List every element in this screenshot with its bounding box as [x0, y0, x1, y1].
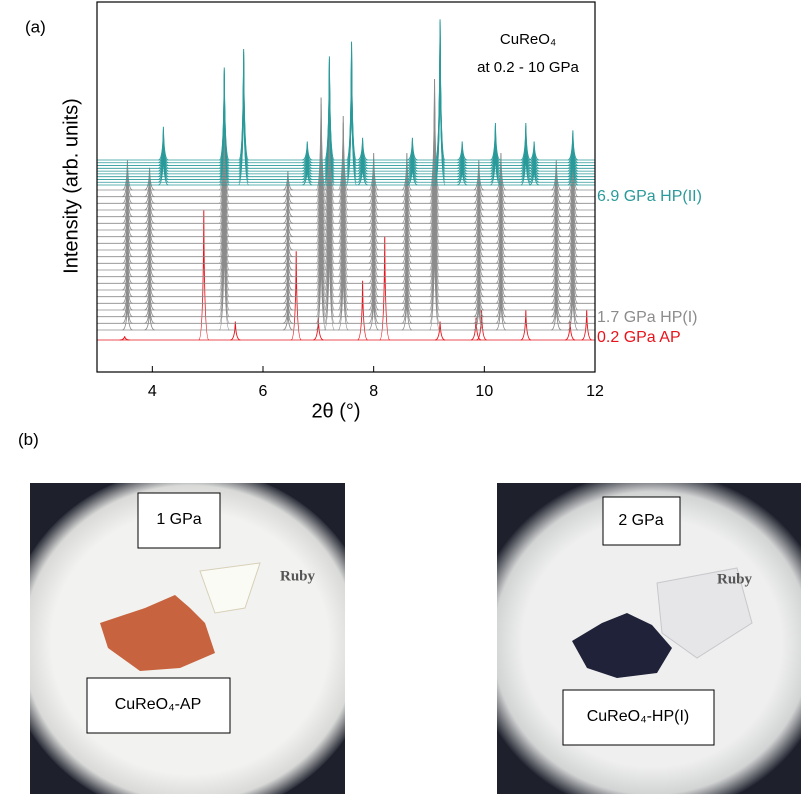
micrograph: Ruby 1 GPa CuReO₄-AP [30, 483, 345, 794]
label-box [562, 689, 715, 746]
peak [520, 122, 532, 161]
pressure-label: 2 GPa [618, 512, 663, 529]
sample [572, 613, 672, 678]
label-box [602, 496, 681, 546]
peak [490, 122, 501, 161]
peak [144, 167, 155, 191]
ruby-label: Ruby [280, 568, 316, 584]
micrograph: Ruby 2 GPa CuReO₄-HP(I) [497, 483, 801, 794]
x-tick-label: 8 [369, 383, 378, 400]
plot-frame [96, 1, 596, 373]
peak [401, 152, 413, 191]
peak [337, 115, 349, 191]
peak [357, 137, 368, 161]
peak [119, 336, 130, 341]
peak [495, 152, 507, 191]
peak [315, 97, 327, 191]
annotation: CuReO₄ [500, 31, 556, 48]
peak [368, 152, 379, 191]
peak [529, 141, 540, 161]
peak [434, 321, 446, 341]
x-tick-label: 12 [586, 383, 604, 400]
peak [357, 280, 369, 341]
panel-label: (a) [25, 17, 46, 36]
sample-label: CuReO₄-HP(I) [587, 708, 690, 725]
label-box [137, 492, 221, 549]
x-axis-label: 2θ (°) [311, 400, 360, 422]
peak [457, 141, 468, 161]
peak [238, 48, 250, 161]
peak [520, 310, 532, 341]
y-axis-label: Intensity (arb. units) [60, 98, 82, 274]
x-tick-label: 4 [148, 383, 157, 400]
peak [407, 137, 418, 161]
peak [323, 56, 335, 161]
peak [198, 210, 210, 341]
peak [302, 141, 313, 161]
series-label: 6.9 GPa HP(II) [597, 188, 702, 205]
panel-label: (b) [18, 430, 39, 449]
peak [218, 67, 230, 161]
x-tick-label: 6 [259, 383, 268, 400]
ruby-crystal [199, 562, 261, 614]
label-box [86, 677, 231, 734]
ruby-label: Ruby [717, 571, 753, 587]
peak [379, 236, 391, 341]
peak [144, 307, 155, 331]
x-tick-label: 10 [475, 383, 493, 400]
peak [564, 321, 576, 341]
chart: (a) Intensity (arb. units) 2θ (°) CuReO₄… [25, 1, 702, 422]
series-label: 0.2 GPa AP [597, 329, 681, 346]
annotation: at 0.2 - 10 GPa [477, 59, 579, 76]
peak [346, 41, 358, 161]
peak [230, 321, 241, 341]
sample [100, 595, 215, 671]
peak [434, 19, 446, 161]
pressure-label: 1 GPa [156, 511, 201, 528]
sample-label: CuReO₄-AP [115, 696, 202, 713]
ruby-crystal [656, 567, 753, 659]
peak [581, 310, 592, 341]
series-label: 1.7 GPa HP(I) [597, 309, 697, 326]
peak [567, 130, 579, 161]
peak [290, 251, 302, 341]
peak [282, 311, 294, 331]
peak [158, 126, 169, 161]
